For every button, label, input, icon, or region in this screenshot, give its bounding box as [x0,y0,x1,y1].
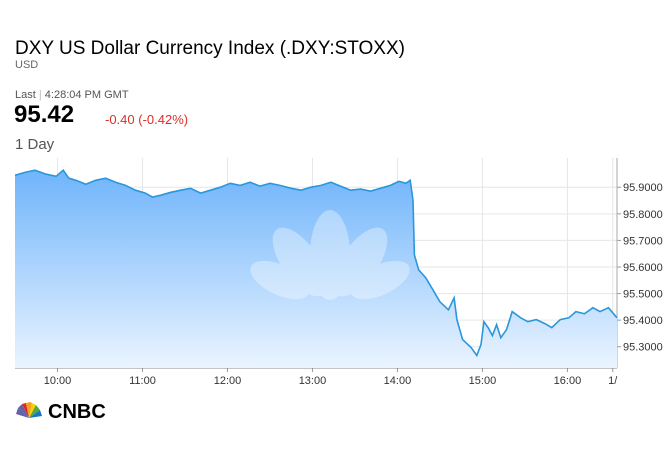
watermark [250,210,410,300]
x-tick-label: 13:00 [299,375,327,387]
last-label: Last [15,89,36,101]
x-tick-label: 12:00 [214,375,242,387]
x-tick-label: 10:00 [44,375,72,387]
x-tick-label: 14:00 [384,375,412,387]
x-tick-label: 15:00 [469,375,497,387]
y-tick-label: 95.4000 [623,315,663,327]
x-tick-label: 1/ [608,375,618,387]
cnbc-logo [16,402,42,418]
y-tick-label: 95.3000 [623,342,663,354]
y-tick-label: 95.5000 [623,289,663,301]
change: -0.40 (-0.42%) [105,112,189,127]
area [15,170,617,368]
last-row: Last | 4:28:04 PM GMT [15,89,129,101]
currency: USD [15,59,39,71]
y-tick-label: 95.7000 [623,235,663,247]
title: DXY US Dollar Currency Index (.DXY:STOXX… [15,38,405,59]
y-tick-label: 95.9000 [623,182,663,194]
brand: CNBC [48,401,106,423]
x-tick-label: 16:00 [554,375,582,387]
line [14,169,618,358]
last-time: 4:28:04 PM GMT [44,89,129,101]
range[interactable]: 1 Day [15,136,55,153]
last-value: 95.42 [14,101,75,128]
x-tick-label: 11:00 [129,375,156,387]
y-tick-label: 95.8000 [623,209,663,221]
y-tick-label: 95.6000 [623,262,663,274]
